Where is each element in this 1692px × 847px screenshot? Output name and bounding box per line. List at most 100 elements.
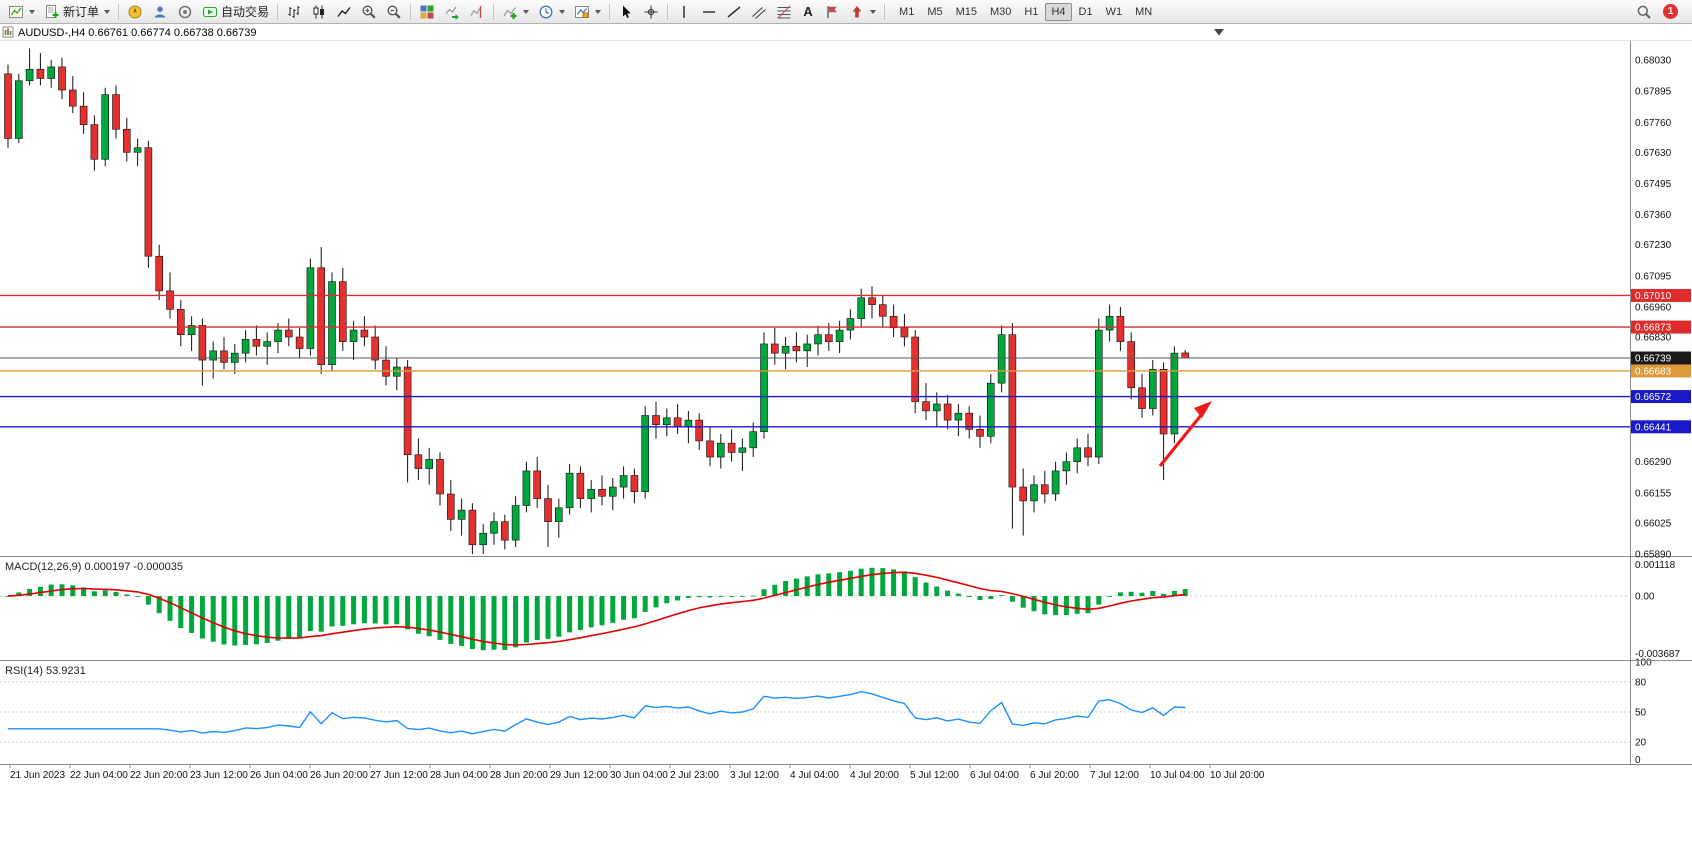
macd-bar xyxy=(27,588,33,597)
arrow-annotation[interactable] xyxy=(1158,401,1212,468)
macd-bar xyxy=(102,590,108,597)
candle-body xyxy=(1095,329,1103,458)
macd-bar xyxy=(16,592,22,597)
compass-icon xyxy=(128,5,142,18)
candle-body xyxy=(835,329,844,342)
macd-bar xyxy=(113,591,119,597)
channel-tool-button[interactable] xyxy=(747,1,771,22)
candle-body xyxy=(846,318,855,331)
candle-body xyxy=(403,366,412,456)
candle-body xyxy=(511,505,520,541)
price-tag-label: 0.66441 xyxy=(1635,422,1672,433)
vertical-line-tool-button[interactable] xyxy=(672,1,696,22)
candlestick-icon xyxy=(313,5,325,18)
time-tick: 22 Jun 20:00 xyxy=(130,770,188,781)
macd-bar xyxy=(707,596,713,598)
chart-shift-button[interactable] xyxy=(465,1,489,22)
macd-bar xyxy=(372,596,378,624)
time-tick: 23 Jun 12:00 xyxy=(190,770,248,781)
community-button[interactable] xyxy=(173,1,197,22)
crosshair-icon xyxy=(644,5,658,18)
timeframe-m30[interactable]: M30 xyxy=(990,5,1012,18)
price-tag-0.66739[interactable]: 0.66739 xyxy=(1631,351,1691,365)
templates-button[interactable] xyxy=(570,1,605,22)
new-order-label: 新订单 xyxy=(63,5,100,19)
candles xyxy=(4,48,1189,554)
time-axis[interactable]: 21 Jun 2023 22 Jun 04:00 22 Jun 20:00 23 Ju… xyxy=(9,764,1265,781)
macd-bar xyxy=(253,596,259,645)
price-tag-0.66873[interactable]: 0.66873 xyxy=(1631,320,1691,334)
macd-pane[interactable] xyxy=(0,556,1630,660)
price-pane[interactable] xyxy=(0,42,1630,554)
new-order-button[interactable]: 新订单 xyxy=(40,1,114,22)
timeframe-d1[interactable]: D1 xyxy=(1078,5,1093,18)
macd-bar xyxy=(70,585,76,597)
chart-area[interactable]: AUDUSD-,H4 0.66761 0.66774 0.66738 0.667… xyxy=(0,24,1692,847)
candle-body xyxy=(58,66,66,91)
candle-body xyxy=(641,415,650,492)
market-watch-button[interactable] xyxy=(123,1,147,22)
candle-body xyxy=(414,454,423,469)
macd-bar xyxy=(405,596,411,630)
timeframe-w1[interactable]: W1 xyxy=(1105,5,1123,18)
price-tag-0.66572[interactable]: 0.66572 xyxy=(1631,390,1691,404)
macd-bar xyxy=(1150,591,1156,597)
macd-bar xyxy=(988,596,994,600)
price-tag-box xyxy=(1631,320,1691,334)
chart-shift-marker[interactable] xyxy=(1214,29,1224,36)
timeframe-mn[interactable]: MN xyxy=(1135,5,1153,18)
candlestick-mode-button[interactable] xyxy=(307,1,331,22)
macd-bar xyxy=(124,594,130,597)
indicators-button[interactable] xyxy=(498,1,533,22)
line-chart-mode-button[interactable] xyxy=(332,1,356,22)
periods-button[interactable] xyxy=(534,1,569,22)
zoom-out-button[interactable] xyxy=(382,1,406,22)
zoom-in-button[interactable] xyxy=(357,1,381,22)
macd-bar xyxy=(1107,596,1113,597)
candle-body xyxy=(112,94,120,130)
bar-chart-mode-button[interactable] xyxy=(282,1,306,22)
new-chart-button[interactable] xyxy=(4,1,39,22)
timeframe-h1[interactable]: H1 xyxy=(1024,5,1039,18)
macd-bar xyxy=(383,596,389,625)
dropdown-caret-icon xyxy=(559,9,566,14)
tile-windows-button[interactable] xyxy=(415,1,439,22)
price-tick: 0.67895 xyxy=(1635,87,1672,98)
rsi-pane[interactable] xyxy=(0,660,1630,764)
candle-body xyxy=(1051,470,1060,495)
price-tag-0.67010[interactable]: 0.67010 xyxy=(1631,288,1691,302)
channel-icon xyxy=(752,6,766,19)
text-tool-button[interactable]: A xyxy=(797,1,819,22)
profiles-button[interactable] xyxy=(148,1,172,22)
timeframe-h4[interactable]: H4 xyxy=(1045,2,1072,21)
fibonacci-tool-button[interactable] xyxy=(772,1,796,22)
search-button[interactable] xyxy=(1632,1,1656,22)
price-tag-0.66441[interactable]: 0.66441 xyxy=(1631,420,1691,434)
candle-body xyxy=(69,89,77,107)
timeframe-m1[interactable]: M1 xyxy=(899,5,915,18)
trendline-tool-button[interactable] xyxy=(722,1,746,22)
macd-bar xyxy=(955,593,961,597)
arrows-tool-button[interactable] xyxy=(845,1,880,22)
crosshair-tool-button[interactable] xyxy=(639,1,663,22)
candle-body xyxy=(1062,461,1071,472)
macd-tick: 0.001118 xyxy=(1635,560,1676,571)
text-label-tool-button[interactable] xyxy=(820,1,844,22)
timeframe-m15[interactable]: M15 xyxy=(955,5,977,18)
candle-body xyxy=(468,509,477,546)
candle-body xyxy=(1008,334,1017,488)
auto-scroll-button[interactable] xyxy=(440,1,464,22)
macd-bar xyxy=(966,596,972,597)
time-tick: 28 Jun 20:00 xyxy=(490,770,548,781)
arrow-shaft xyxy=(1158,412,1204,468)
price-tag-0.66683[interactable]: 0.66683 xyxy=(1631,364,1691,378)
candle-body xyxy=(673,417,682,428)
macd-bar xyxy=(1161,593,1167,597)
macd-bar xyxy=(977,596,983,601)
auto-trading-button[interactable]: 自动交易 xyxy=(198,1,273,22)
notification-badge[interactable]: 1 xyxy=(1663,4,1678,19)
timeframe-m5[interactable]: M5 xyxy=(927,5,943,18)
candle-body xyxy=(187,325,196,335)
horizontal-line-tool-button[interactable] xyxy=(697,1,721,22)
cursor-tool-button[interactable] xyxy=(614,1,638,22)
